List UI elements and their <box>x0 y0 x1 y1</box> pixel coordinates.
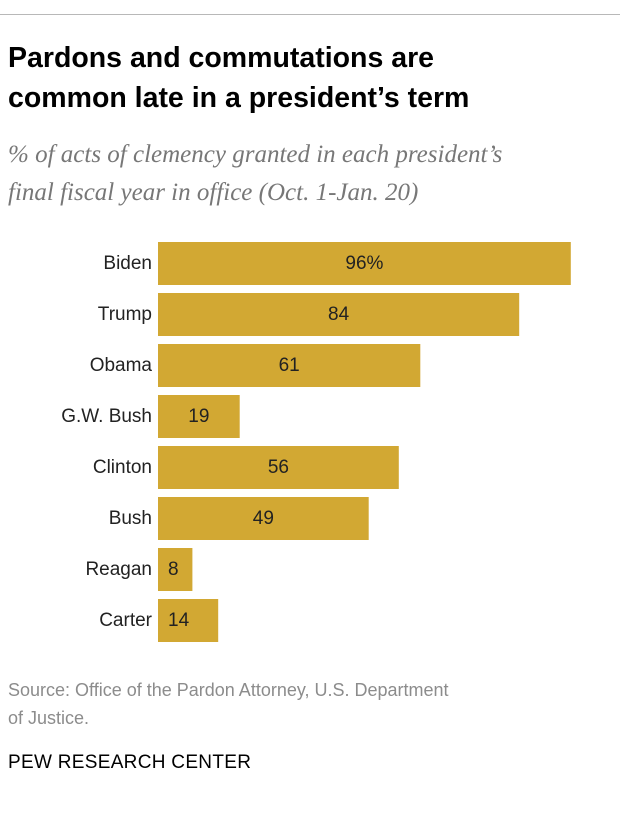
top-rule <box>0 14 620 15</box>
category-label-biden: Biden <box>103 253 152 274</box>
value-label-carter: 14 <box>168 610 190 631</box>
bar-trump <box>158 293 520 336</box>
bar-biden <box>158 242 571 285</box>
pew-logo: PEW RESEARCH CENTER <box>8 752 252 773</box>
value-label-reagan: 8 <box>168 559 179 580</box>
value-label-trump: 84 <box>328 304 350 325</box>
source-note: Source: Office of the Pardon Attorney, U… <box>8 676 608 732</box>
value-label-g-w-bush: 19 <box>188 406 209 427</box>
bar-carter <box>158 599 219 642</box>
value-label-obama: 61 <box>279 355 300 376</box>
bar-reagan <box>158 548 193 591</box>
value-label-clinton: 56 <box>268 457 289 478</box>
bar-clinton <box>158 446 399 489</box>
value-label-bush: 49 <box>253 508 274 529</box>
category-label-g-w-bush: G.W. Bush <box>61 406 152 427</box>
category-label-carter: Carter <box>99 610 152 631</box>
category-label-reagan: Reagan <box>85 559 152 580</box>
value-label-biden: 96% <box>345 253 383 274</box>
chart-subtitle: % of acts of clemency granted in each pr… <box>8 136 618 212</box>
category-label-obama: Obama <box>90 355 153 376</box>
subtitle-line-2: final fiscal year in office (Oct. 1-Jan.… <box>8 179 419 206</box>
category-label-bush: Bush <box>109 508 152 529</box>
category-label-trump: Trump <box>98 304 152 325</box>
bar-obama <box>158 344 421 387</box>
source-line-2: of Justice. <box>8 708 90 728</box>
title-line-2: common late in a president’s term <box>8 82 470 114</box>
bar-bush <box>158 497 369 540</box>
bar-chart: Biden 96% Trump 84 Obama 61 G.W. Bush 19 Clinton… <box>61 242 571 642</box>
subtitle-line-1: % of acts of clemency granted in each pr… <box>8 141 503 168</box>
bar-g-w-bush <box>158 395 240 438</box>
category-label-clinton: Clinton <box>93 457 152 478</box>
title-line-1: Pardons and commutations are <box>8 42 435 74</box>
chart-title: Pardons and commutations are common late… <box>8 38 608 118</box>
source-line-1: Source: Office of the Pardon Attorney, U… <box>8 680 449 700</box>
